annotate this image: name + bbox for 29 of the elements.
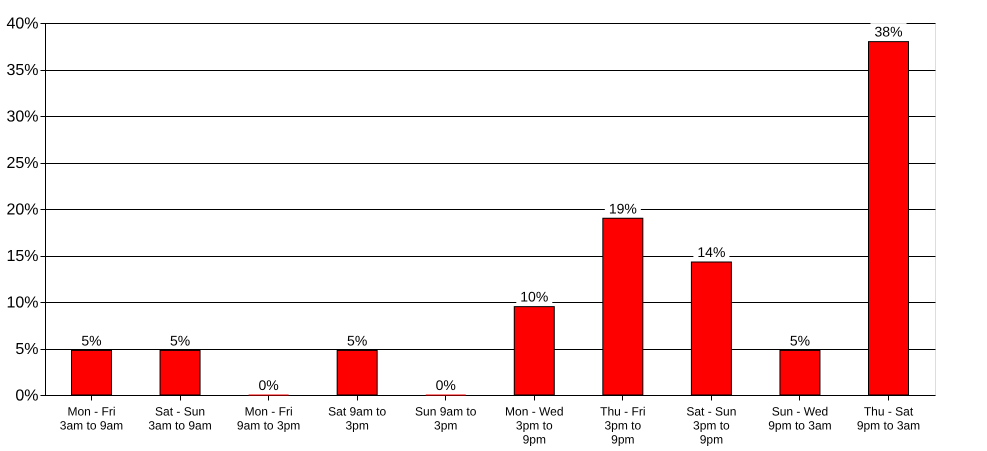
data-label: 5% [81, 332, 102, 348]
data-label: 5% [347, 332, 368, 348]
data-label: 14% [697, 244, 726, 260]
y-tick-label: 0% [15, 388, 38, 404]
data-label: 0% [436, 377, 456, 393]
y-tick-label: 40% [6, 16, 38, 32]
x-tick-label: Sun - Wed 9pm to 3am [768, 404, 832, 432]
x-tick-label: Mon - Wed 3pm to 9pm [505, 404, 564, 446]
x-tick-label: Sat - Sun 3pm to 9pm [686, 404, 736, 446]
y-tick-label: 25% [6, 155, 38, 172]
y-tick-label: 10% [6, 294, 38, 312]
x-tick-label: Sun 9am to 3pm [415, 404, 477, 432]
y-tick-label: 20% [6, 202, 38, 218]
data-label: 10% [520, 288, 548, 305]
y-tick-label: 15% [6, 248, 38, 265]
data-label: 5% [170, 332, 190, 348]
data-label: 5% [790, 332, 810, 348]
x-tick-label: Sat - Sun 3am to 9am [148, 404, 212, 432]
y-tick-label: 30% [6, 108, 38, 126]
data-label: 38% [874, 24, 903, 40]
y-tick-label: 35% [6, 62, 38, 79]
data-label: 0% [258, 377, 279, 393]
x-tick-label: Mon - Fri 3am to 9am [60, 404, 124, 432]
x-tick-label: Mon - Fri 9am to 3pm [236, 404, 300, 432]
x-tick-label: Thu - Sat 9pm to 3am [856, 404, 920, 432]
x-tick-label: Thu - Fri 3pm to 9pm [600, 404, 646, 446]
data-label: 19% [608, 200, 637, 216]
y-tick-label: 5% [15, 341, 38, 358]
x-tick-label: Sat 9am to 3pm [328, 404, 387, 432]
